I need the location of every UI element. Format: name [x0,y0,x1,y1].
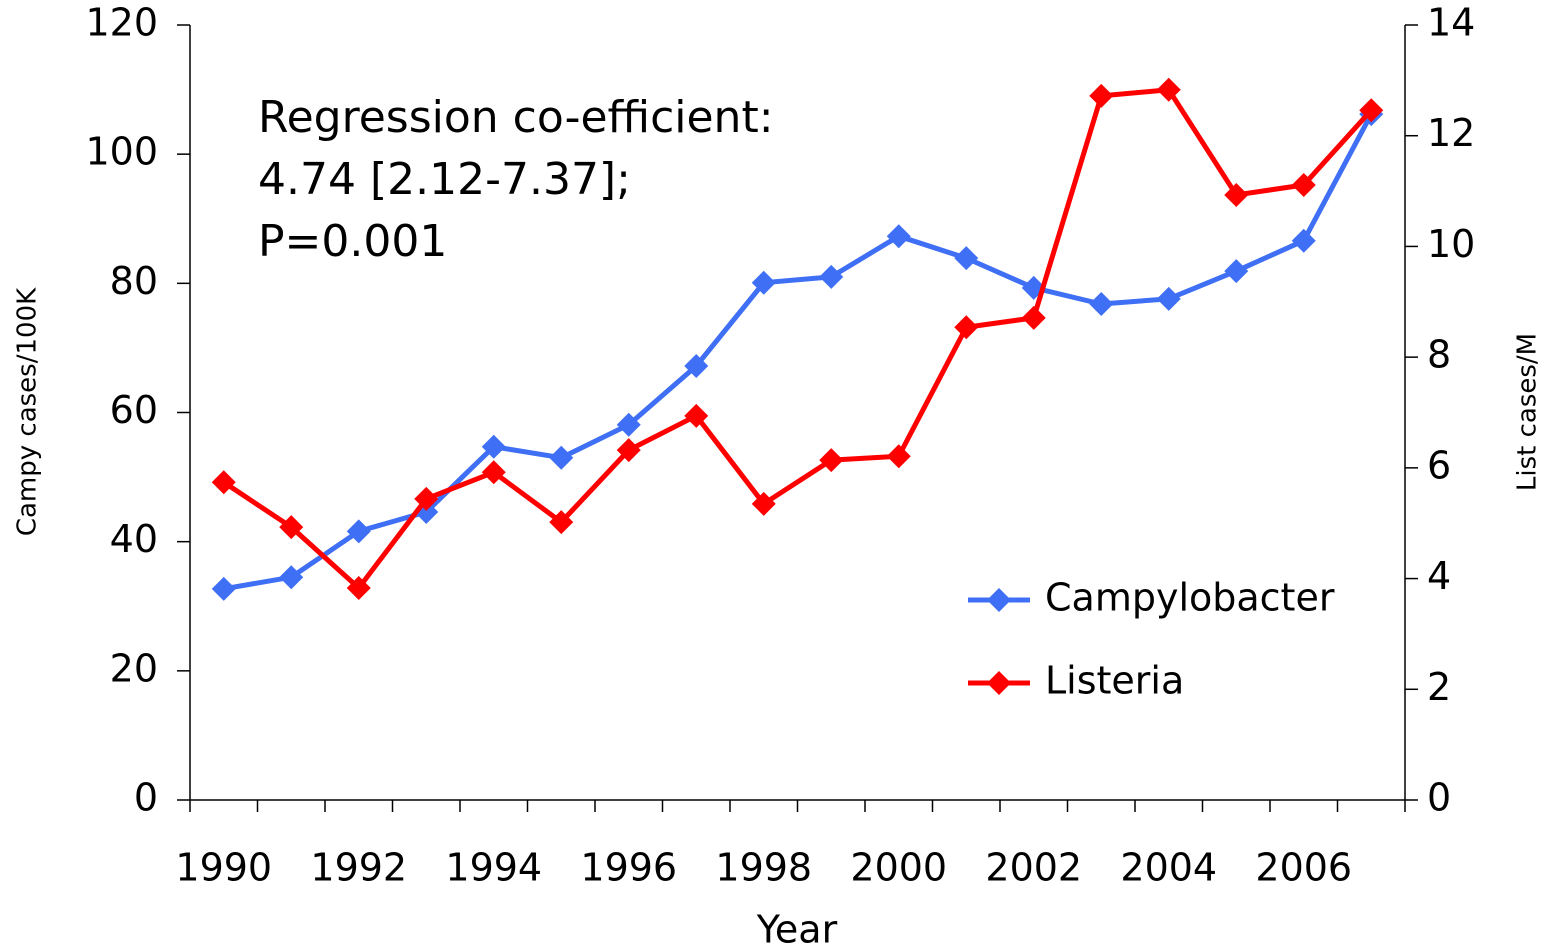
marker [211,470,236,495]
marker [1291,228,1316,253]
y2-tick-label: 14 [1427,1,1475,45]
legend-label: Listeria [1045,659,1184,703]
y2-tick-label: 2 [1427,665,1451,709]
marker [1291,172,1316,197]
x-tick-label: 2004 [1120,846,1217,890]
y-axis-label: Campy cases/100K [13,287,43,536]
marker [346,519,371,544]
series-line [222,87,1374,591]
x-tick-label: 2006 [1255,846,1352,890]
marker [1224,259,1249,284]
marker [819,264,844,289]
marker [279,515,304,540]
marker [1021,305,1046,330]
y-tick-label: 40 [110,517,158,561]
x-tick-label: 2000 [850,846,947,890]
marker [549,445,574,470]
y2-tick-label: 6 [1427,443,1451,487]
y-tick-label: 60 [110,388,158,432]
marker [1224,182,1249,207]
marker [751,270,776,295]
y2-tick-label: 8 [1427,333,1451,377]
y2-tick-label: 4 [1427,554,1451,598]
marker [616,438,641,463]
marker [954,315,979,340]
marker [684,354,709,378]
marker [954,246,979,271]
legend-marker [987,588,1011,612]
marker [414,486,439,511]
y-tick-label: 0 [134,776,158,820]
y-tick-label: 120 [85,1,158,45]
marker [886,444,911,469]
marker [279,565,304,590]
marker [684,403,709,428]
annotation: P=0.001 [258,216,447,267]
marker [1089,83,1114,108]
x-tick-label: 1996 [580,846,677,890]
x-tick-label: 2002 [985,846,1082,890]
marker [549,510,574,535]
y2-axis-label: List cases/M [1513,333,1543,491]
marker [616,412,641,437]
marker [1359,98,1384,123]
y2-tick-label: 10 [1427,222,1475,266]
x-tick-label: 1998 [715,846,812,890]
y2-tick-label: 12 [1427,111,1475,155]
x-tick-label: 1992 [310,846,407,890]
annotation: 4.74 [2.12-7.37]; [258,154,631,205]
y-tick-label: 20 [110,646,158,690]
x-tick-label: 1994 [445,846,542,890]
legend-marker [987,671,1011,695]
y2-tick-label: 0 [1427,776,1451,820]
marker [1089,292,1114,316]
marker [1156,77,1181,102]
marker [346,575,371,600]
annotation: Regression co-efficient: [258,92,774,143]
legend-label: Campylobacter [1045,576,1335,620]
marker [211,576,236,601]
x-axis-label: Year [756,908,838,949]
marker [481,434,506,459]
y-tick-label: 80 [110,259,158,303]
marker [1156,286,1181,311]
marker [819,448,844,473]
x-tick-label: 1990 [175,846,272,890]
marker [481,460,506,485]
marker [886,224,911,249]
marker [751,491,776,516]
y-tick-label: 100 [85,130,158,174]
